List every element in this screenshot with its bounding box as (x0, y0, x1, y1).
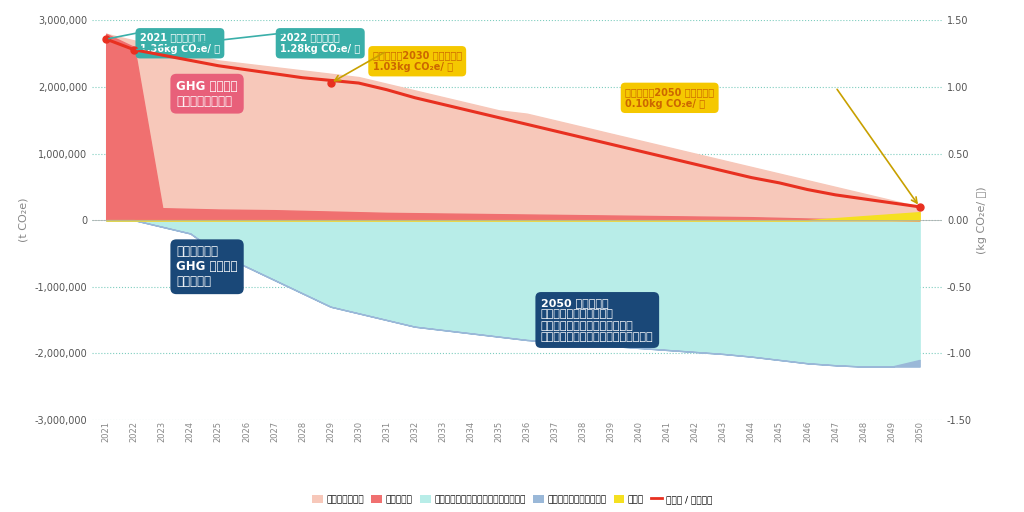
Legend: 排出量（総量）, 残余排出量, オフセット量（排出回避・削減由来）, オフセット量（除去系）, 除去量, 排出量 / 個当たり: 排出量（総量）, 残余排出量, オフセット量（排出回避・削減由来）, オフセット… (308, 491, 716, 507)
Text: 削減後に残る
GHG 排出量を
オフセット: 削減後に残る GHG 排出量を オフセット (176, 245, 238, 288)
Text: GHG 排出量を
様々な努力で削減: GHG 排出量を 様々な努力で削減 (176, 80, 238, 108)
Text: 2022 年度の実績
1.28kg CO₂e/ 個: 2022 年度の実績 1.28kg CO₂e/ 個 (281, 32, 360, 54)
Y-axis label: (kg CO₂e/ 個): (kg CO₂e/ 個) (978, 186, 987, 254)
Text: 2050 年度では、
残余排出量の全量を除去
または除去系クレジットによる
オフセットを実施しネットゼロを達成: 2050 年度では、 残余排出量の全量を除去 または除去系クレジットによる オフ… (541, 297, 653, 343)
Text: 短期目標（2030 年度時点）
1.03kg CO₂e/ 個: 短期目標（2030 年度時点） 1.03kg CO₂e/ 個 (373, 51, 462, 72)
Text: 長期目標（2050 年度時点）
0.10kg CO₂e/ 個: 長期目標（2050 年度時点） 0.10kg CO₂e/ 個 (625, 87, 714, 109)
Text: 2021 年度の基準値
1.36kg CO₂e/ 個: 2021 年度の基準値 1.36kg CO₂e/ 個 (140, 32, 220, 54)
Y-axis label: (t CO₂e): (t CO₂e) (19, 198, 29, 242)
